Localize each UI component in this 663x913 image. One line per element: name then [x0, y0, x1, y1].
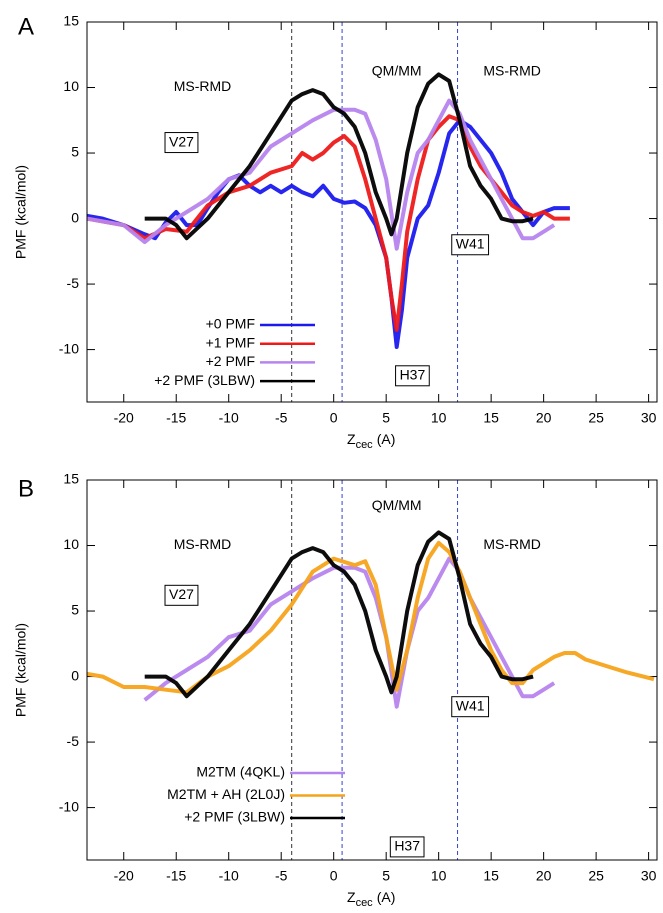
y-tick-label: -10 — [59, 798, 79, 814]
y-axis-label: PMF (kcal/mol) — [13, 165, 29, 259]
x-axis-label-sub: cec — [356, 897, 374, 909]
y-tick-label: 10 — [63, 536, 79, 552]
annotation-box — [164, 132, 199, 154]
legend-label: M2TM + AH (2L0J) — [167, 786, 285, 802]
x-tick-label: 10 — [431, 868, 447, 884]
panel-label: B — [18, 475, 34, 502]
x-tick-label: 5 — [382, 410, 390, 426]
x-tick-label: 5 — [382, 868, 390, 884]
y-tick-label: 10 — [63, 78, 79, 94]
annotation: V27 — [169, 586, 194, 602]
x-tick-label: -10 — [219, 868, 239, 884]
series-line — [144, 72, 534, 241]
x-tick-label: -5 — [275, 410, 288, 426]
annotation: MS-RMD — [174, 536, 232, 552]
x-tick-label: 20 — [536, 868, 552, 884]
x-tick-label: 20 — [536, 410, 552, 426]
x-tick-label: -5 — [275, 868, 288, 884]
legend-label: +2 PMF (3LBW) — [154, 372, 255, 388]
x-tick-label: 15 — [483, 868, 499, 884]
y-tick-label: -5 — [67, 275, 80, 291]
plot-frame — [86, 479, 658, 861]
series-line — [87, 98, 556, 251]
x-axis-label-main: Z — [347, 889, 356, 905]
annotation: V27 — [169, 133, 194, 149]
annotation: QM/MM — [372, 497, 422, 513]
annotation: W41 — [456, 235, 485, 251]
annotation: H37 — [394, 838, 420, 854]
series-line — [143, 556, 556, 709]
annotation-box — [451, 696, 490, 718]
annotation: MS-RMD — [483, 62, 541, 78]
annotation-box — [389, 836, 425, 858]
annotation-box — [395, 365, 430, 387]
x-axis-label-sub: cec — [356, 439, 374, 451]
x-tick-label: 0 — [330, 410, 338, 426]
legend-label: M2TM (4QKL) — [196, 764, 285, 780]
x-tick-label: 0 — [330, 868, 338, 884]
x-tick-label: -15 — [166, 410, 186, 426]
y-tick-label: 5 — [71, 602, 79, 618]
x-tick-label: -20 — [114, 410, 134, 426]
legend-label: +2 PMF (3LBW) — [184, 809, 285, 825]
x-tick-label: -15 — [166, 868, 186, 884]
plot-frame — [86, 21, 658, 403]
legend-label: +1 PMF — [206, 334, 255, 350]
legend-label: +0 PMF — [206, 316, 255, 332]
annotation-box — [164, 584, 199, 606]
y-tick-label: 5 — [71, 144, 79, 160]
legend-label: +2 PMF — [206, 353, 255, 369]
panel-label: A — [18, 13, 34, 40]
y-tick-label: -10 — [59, 340, 79, 356]
annotation: H37 — [400, 366, 426, 382]
x-axis-label-unit: (A) — [377, 431, 396, 447]
y-tick-label: -5 — [67, 733, 80, 749]
x-tick-label: 15 — [483, 410, 499, 426]
x-tick-label: 25 — [588, 868, 604, 884]
annotation: W41 — [456, 697, 485, 713]
x-tick-label: 30 — [641, 410, 657, 426]
x-tick-label: -10 — [219, 410, 239, 426]
plot-area — [87, 530, 655, 709]
x-axis-label: Zcec (A) — [347, 889, 395, 909]
y-tick-label: 15 — [63, 13, 79, 29]
series-line — [87, 114, 570, 332]
series-line — [87, 540, 655, 695]
x-tick-label: 30 — [641, 868, 657, 884]
x-axis-label-unit: (A) — [377, 889, 396, 905]
annotation: QM/MM — [372, 62, 422, 78]
y-tick-label: 0 — [71, 209, 79, 225]
annotation-box — [451, 234, 490, 256]
x-tick-label: -20 — [114, 868, 134, 884]
y-tick-label: 0 — [71, 667, 79, 683]
y-axis-label: PMF (kcal/mol) — [13, 623, 29, 717]
x-axis-label: Zcec (A) — [347, 431, 395, 451]
y-tick-label: 15 — [63, 471, 79, 487]
x-tick-label: 25 — [588, 410, 604, 426]
series-line — [144, 530, 534, 699]
x-axis-label-main: Z — [347, 431, 356, 447]
plot-area — [87, 72, 570, 349]
x-tick-label: 10 — [431, 410, 447, 426]
annotation: MS-RMD — [174, 78, 232, 94]
annotation: MS-RMD — [483, 536, 541, 552]
